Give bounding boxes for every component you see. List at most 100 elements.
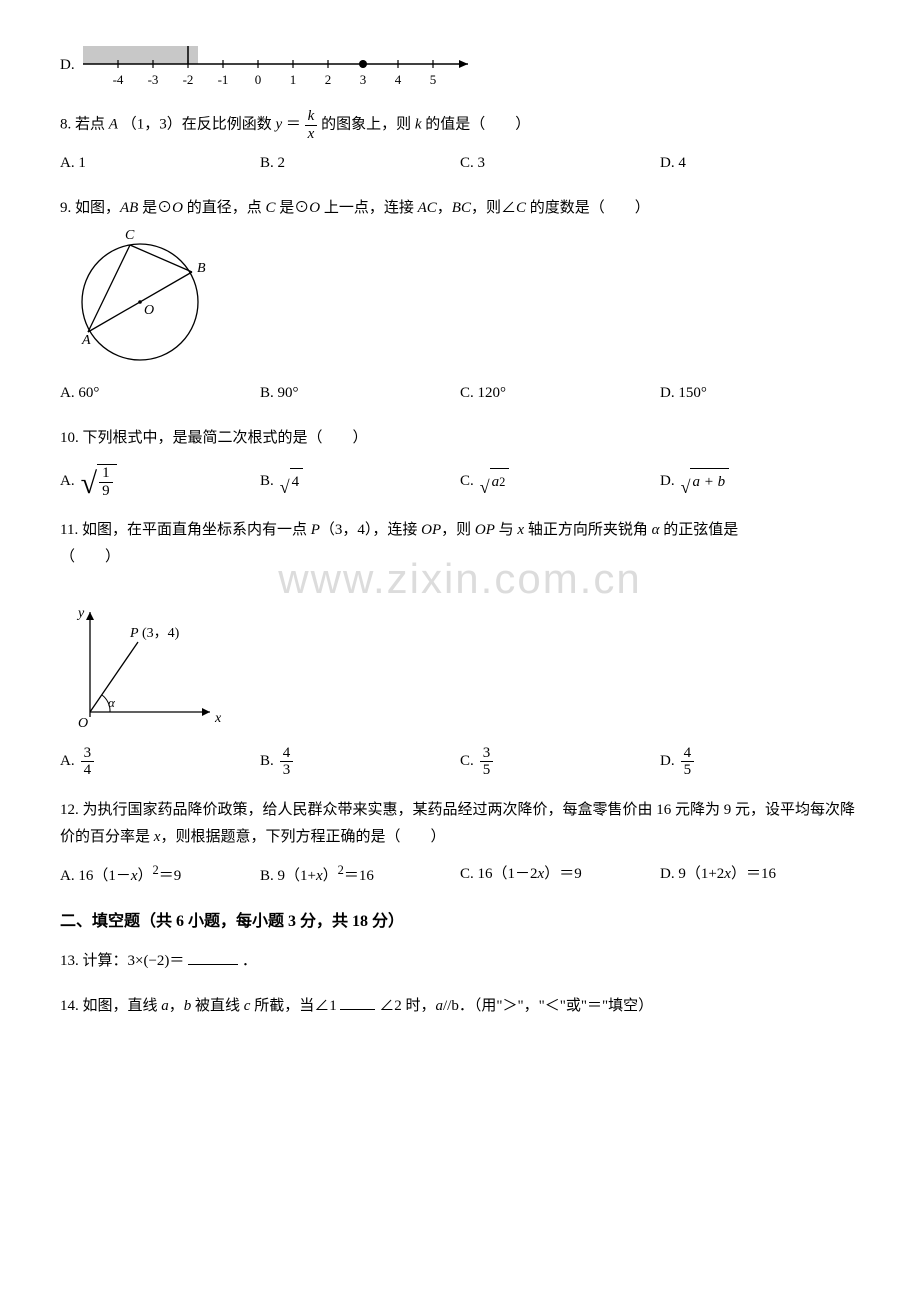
question-9: 9. 如图，AB 是⊙O 的直径，点 C 是⊙O 上一点，连接 AC，BC，则∠… bbox=[60, 195, 860, 407]
q8-text-3: 的值是（ ） bbox=[425, 116, 530, 132]
svg-text:y: y bbox=[76, 606, 85, 621]
q8-opt-c: C. 3 bbox=[460, 150, 660, 177]
svg-text:(3，4): (3，4) bbox=[142, 626, 180, 641]
q10-opt-a: A. √ 1 9 bbox=[60, 464, 260, 499]
q11-opt-b: B. 43 bbox=[260, 745, 460, 779]
q13-pre: 13. 计算：3×(−2)＝ bbox=[60, 953, 184, 969]
question-12: 12. 为执行国家药品降价政策，给人民群众带来实惠，某药品经过两次降价，每盒零售… bbox=[60, 797, 860, 890]
question-8: 8. 若点 A （1，3）在反比例函数 y ＝ k x 的图象上，则 k 的值是… bbox=[60, 108, 860, 177]
option-d-numberline: D. -4 -3 -2 -1 0 1 2 3 4 bbox=[60, 40, 860, 90]
svg-text:2: 2 bbox=[324, 72, 331, 87]
svg-text:α: α bbox=[108, 695, 116, 710]
q8-opt-d: D. 4 bbox=[660, 150, 860, 177]
q8-frac-den: x bbox=[305, 126, 318, 143]
q11-b-num: 4 bbox=[280, 745, 294, 763]
svg-text:O: O bbox=[78, 716, 88, 731]
svg-text:4: 4 bbox=[394, 72, 401, 87]
q10-d-body: a + b bbox=[690, 468, 729, 496]
numberline-svg: -4 -3 -2 -1 0 1 2 3 4 5 bbox=[83, 40, 483, 90]
q11-opt-c: C. 35 bbox=[460, 745, 660, 779]
svg-text:-3: -3 bbox=[147, 72, 158, 87]
q11-paren: （ ） bbox=[60, 544, 860, 571]
q14-blank bbox=[340, 994, 375, 1010]
q12-text: 12. 为执行国家药品降价政策，给人民群众带来实惠，某药品经过两次降价，每盒零售… bbox=[60, 797, 860, 851]
q8-frac-num: k bbox=[305, 108, 318, 126]
q10-c-sup: 2 bbox=[499, 471, 505, 494]
question-10: 10. 下列根式中，是最简二次根式的是（ ） A. √ 1 9 B. √ 4 bbox=[60, 425, 860, 499]
svg-text:-2: -2 bbox=[182, 72, 193, 87]
q8-var: k bbox=[415, 116, 422, 132]
svg-text:1: 1 bbox=[289, 72, 296, 87]
q10-text: 10. 下列根式中，是最简二次根式的是（ ） bbox=[60, 425, 860, 452]
svg-text:C: C bbox=[125, 228, 135, 243]
q8-opt-b: B. 2 bbox=[260, 150, 460, 177]
q9-options: A. 60° B. 90° C. 120° D. 150° bbox=[60, 380, 860, 407]
q8-y: y bbox=[275, 116, 282, 132]
q10-opt-b: B. √ 4 bbox=[260, 464, 460, 499]
q10-b-body: 4 bbox=[290, 468, 304, 496]
svg-text:-1: -1 bbox=[217, 72, 228, 87]
sqrt-a: √ 1 9 bbox=[81, 464, 117, 499]
q12-opt-b: B. 9（1+x）2＝16 bbox=[260, 859, 460, 890]
q12-opt-c: C. 16（1－2x）＝9 bbox=[460, 859, 660, 890]
q8-point: A bbox=[109, 116, 118, 132]
q11-axes-svg: α O x y P (3，4) bbox=[60, 597, 230, 737]
q9-text: 9. 如图，AB 是⊙O 的直径，点 C 是⊙O 上一点，连接 AC，BC，则∠… bbox=[60, 195, 860, 222]
q10-opt-d: D. √ a + b bbox=[660, 464, 860, 499]
q11-c-label: C. bbox=[460, 748, 474, 775]
q14-mid: ∠2 时，a//b．（用"＞"，"＜"或"＝"填空） bbox=[379, 998, 653, 1014]
svg-text:3: 3 bbox=[359, 72, 366, 87]
q8-paren: （1，3）在反比例函数 bbox=[122, 116, 276, 132]
section-2-title: 二、填空题（共 6 小题，每小题 3 分，共 18 分） bbox=[60, 908, 860, 937]
svg-text:-4: -4 bbox=[112, 72, 123, 87]
q11-text: 11. 如图，在平面直角坐标系内有一点 P（3，4），连接 OP，则 OP 与 … bbox=[60, 517, 860, 544]
svg-text:P: P bbox=[129, 626, 139, 641]
sqrt-c: √ a2 bbox=[480, 468, 510, 496]
svg-text:0: 0 bbox=[254, 72, 261, 87]
q9-opt-d: D. 150° bbox=[660, 380, 860, 407]
q10-options: A. √ 1 9 B. √ 4 C. √ a2 bbox=[60, 464, 860, 499]
q10-b-label: B. bbox=[260, 468, 274, 495]
q10-a-num: 1 bbox=[99, 465, 113, 483]
q11-d-num: 4 bbox=[681, 745, 695, 763]
q12-options: A. 16（1－x）2＝9 B. 9（1+x）2＝16 C. 16（1－2x）＝… bbox=[60, 859, 860, 890]
q12-opt-a: A. 16（1－x）2＝9 bbox=[60, 859, 260, 890]
q11-c-num: 3 bbox=[480, 745, 494, 763]
q10-opt-c: C. √ a2 bbox=[460, 464, 660, 499]
q8-opt-a: A. 1 bbox=[60, 150, 260, 177]
q9-circle-svg: A B C O bbox=[60, 222, 220, 372]
svg-text:x: x bbox=[214, 711, 222, 726]
q11-opt-d: D. 45 bbox=[660, 745, 860, 779]
q11-b-den: 3 bbox=[280, 762, 294, 779]
q11-a-num: 3 bbox=[81, 745, 95, 763]
q8-options: A. 1 B. 2 C. 3 D. 4 bbox=[60, 150, 860, 177]
q10-a-den: 9 bbox=[99, 483, 113, 500]
q11-c-den: 5 bbox=[480, 762, 494, 779]
q10-d-label: D. bbox=[660, 468, 675, 495]
svg-text:5: 5 bbox=[429, 72, 436, 87]
question-13: 13. 计算：3×(−2)＝ ． bbox=[60, 948, 860, 975]
q11-a-label: A. bbox=[60, 748, 75, 775]
q10-c-body: a bbox=[492, 469, 500, 496]
sqrt-d: √ a + b bbox=[681, 468, 730, 496]
q11-a-den: 4 bbox=[81, 762, 95, 779]
q11-options: A. 34 B. 43 C. 35 D. 45 bbox=[60, 745, 860, 779]
svg-text:B: B bbox=[197, 261, 206, 276]
q12-opt-d: D. 9（1+2x）＝16 bbox=[660, 859, 860, 890]
q8-frac: k x bbox=[305, 108, 318, 142]
question-11: 11. 如图，在平面直角坐标系内有一点 P（3，4），连接 OP，则 OP 与 … bbox=[60, 517, 860, 779]
sqrt-b: √ 4 bbox=[280, 468, 303, 496]
q11-d-label: D. bbox=[660, 748, 675, 775]
q10-c-label: C. bbox=[460, 468, 474, 495]
q9-opt-c: C. 120° bbox=[460, 380, 660, 407]
question-14: 14. 如图，直线 a，b 被直线 c 所截，当∠1 ∠2 时，a//b．（用"… bbox=[60, 993, 860, 1020]
q8-text-1: 8. 若点 bbox=[60, 116, 109, 132]
q11-b-label: B. bbox=[260, 748, 274, 775]
q9-opt-a: A. 60° bbox=[60, 380, 260, 407]
q11-opt-a: A. 34 bbox=[60, 745, 260, 779]
q8-eq: ＝ bbox=[286, 116, 301, 132]
q13-blank bbox=[188, 949, 238, 965]
q13-post: ． bbox=[242, 953, 257, 969]
q14-pre: 14. 如图，直线 a，b 被直线 c 所截，当∠1 bbox=[60, 998, 340, 1014]
svg-text:O: O bbox=[144, 303, 154, 318]
